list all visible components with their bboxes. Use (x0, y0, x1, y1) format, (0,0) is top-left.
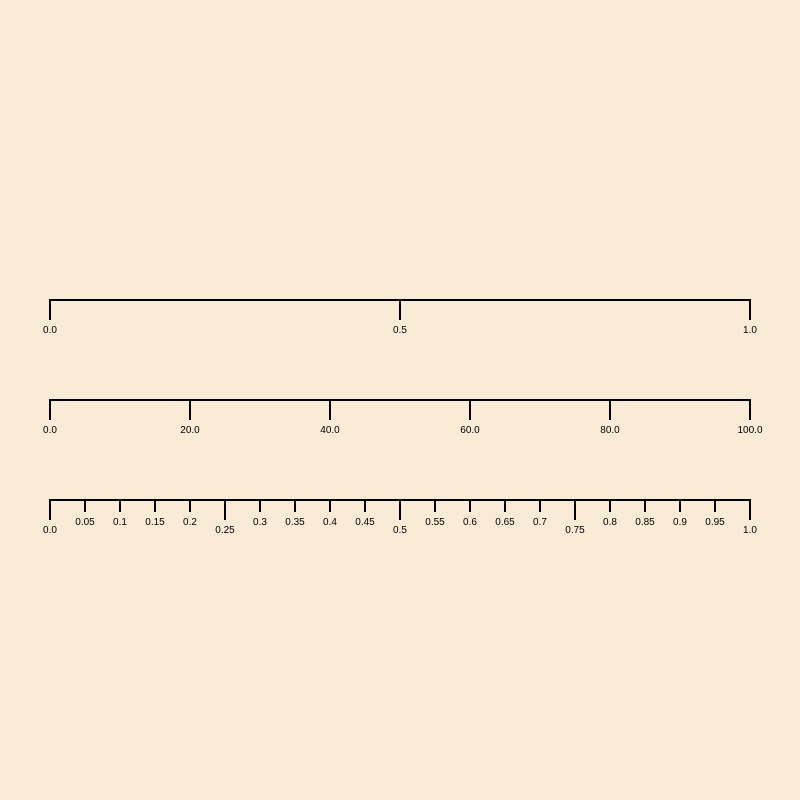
tick-label: 0.15 (145, 517, 165, 528)
tick-label: 0.45 (355, 517, 375, 528)
tick-label: 0.0 (43, 525, 57, 536)
ruler-0-to-1-fine: 0.0 0.05 0.1 0.15 0.2 0.25 0.3 0.35 0.4 0.45 0.5 0.… (43, 499, 757, 536)
tick-label: 0.0 (43, 325, 57, 336)
tick-label: 0.3 (253, 517, 267, 528)
tick-label: 0.1 (113, 517, 127, 528)
tick-label: 0.25 (215, 525, 235, 536)
tick-label: 0.7 (533, 517, 547, 528)
tick-label: 0.2 (183, 517, 197, 528)
tick-label: 0.55 (425, 517, 445, 528)
tick-label: 0.85 (635, 517, 655, 528)
tick-label: 40.0 (320, 425, 340, 436)
tick-label: 0.5 (393, 525, 407, 536)
tick-label: 0.5 (393, 325, 407, 336)
tick-label: 0.05 (75, 517, 95, 528)
tick-label: 0.6 (463, 517, 477, 528)
tick-label: 0.75 (565, 525, 585, 536)
tick-label: 0.4 (323, 517, 337, 528)
tick-label: 0.65 (495, 517, 515, 528)
tick-label: 60.0 (460, 425, 480, 436)
tick-label: 80.0 (600, 425, 620, 436)
ruler-0-to-100: 0.0 20.0 40.0 60.0 80.0 100.0 (43, 399, 763, 436)
tick-label: 0.9 (673, 517, 687, 528)
tick-label: 100.0 (737, 425, 762, 436)
tick-label: 1.0 (743, 525, 757, 536)
ruler-0-to-1-coarse: 0.0 0.5 1.0 (43, 299, 757, 336)
tick-label: 0.0 (43, 425, 57, 436)
tick-label: 0.35 (285, 517, 305, 528)
tick-label: 1.0 (743, 325, 757, 336)
tick-label: 0.8 (603, 517, 617, 528)
tick-label: 20.0 (180, 425, 200, 436)
tick-label: 0.95 (705, 517, 725, 528)
